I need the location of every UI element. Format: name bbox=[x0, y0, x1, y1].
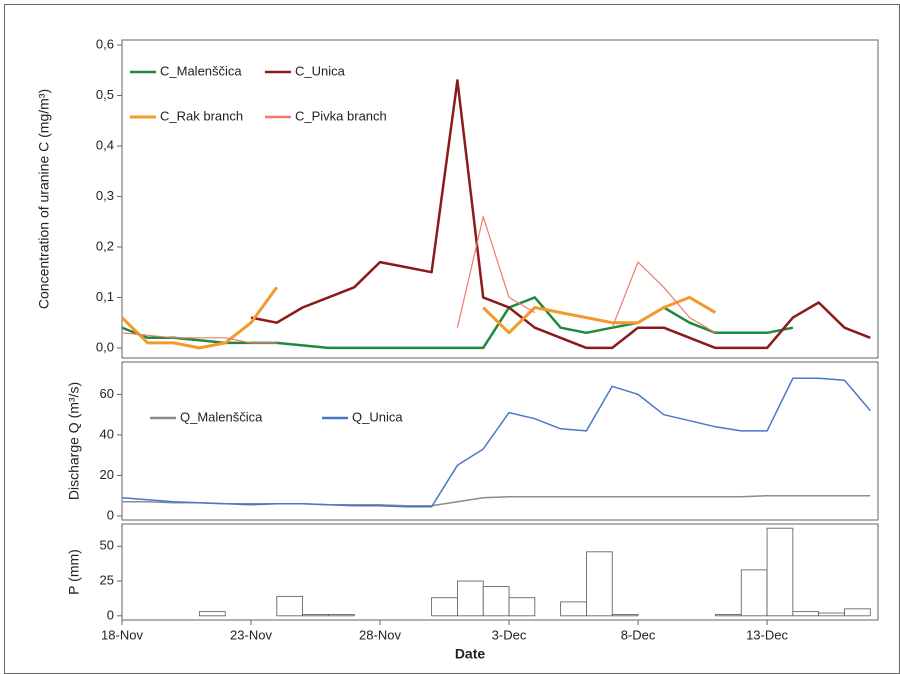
legend-label: C_Unica bbox=[295, 63, 346, 78]
y-axis-label: Discharge Q (m³/s) bbox=[66, 382, 82, 500]
x-tick-label: 18-Nov bbox=[101, 627, 143, 642]
y-tick-label: 60 bbox=[100, 386, 114, 401]
bar bbox=[457, 580, 484, 617]
bar bbox=[792, 611, 820, 617]
legend-label: C_Malenščica bbox=[160, 63, 242, 78]
bar bbox=[611, 614, 639, 617]
y-tick-label: 20 bbox=[100, 467, 114, 482]
series-line bbox=[122, 494, 871, 507]
bar bbox=[560, 601, 587, 617]
y-tick-label: 0,5 bbox=[96, 87, 114, 102]
x-axis-label: Date bbox=[455, 646, 486, 662]
legend-label: C_Pivka branch bbox=[295, 108, 387, 123]
y-tick-label: 0,4 bbox=[96, 137, 114, 152]
bar bbox=[276, 595, 304, 617]
series-line bbox=[120, 286, 717, 350]
bar bbox=[740, 569, 768, 617]
bar bbox=[586, 551, 613, 617]
series-line bbox=[121, 296, 794, 350]
y-axis-label: P (mm) bbox=[66, 549, 82, 595]
y-tick-label: 0 bbox=[107, 507, 114, 522]
x-tick-label: 8-Dec bbox=[621, 627, 656, 642]
series-line bbox=[121, 216, 716, 344]
y-tick-label: 25 bbox=[100, 572, 114, 587]
y-tick-label: 0,6 bbox=[96, 36, 114, 51]
legend-label: Q_Malenščica bbox=[180, 409, 263, 424]
bar bbox=[715, 614, 742, 617]
legend-label: C_Rak branch bbox=[160, 108, 243, 123]
bar bbox=[508, 597, 536, 617]
bar bbox=[302, 614, 329, 617]
panel-frame bbox=[121, 523, 879, 621]
x-tick-label: 13-Dec bbox=[746, 627, 788, 642]
bar bbox=[844, 608, 871, 617]
bar bbox=[766, 527, 794, 617]
y-tick-label: 0,0 bbox=[96, 339, 114, 354]
x-tick-label: 3-Dec bbox=[492, 627, 527, 642]
y-tick-label: 0,3 bbox=[96, 188, 114, 203]
y-tick-label: 0,1 bbox=[96, 289, 114, 304]
y-tick-label: 50 bbox=[100, 538, 114, 553]
x-tick-label: 23-Nov bbox=[230, 627, 272, 642]
bar bbox=[431, 597, 458, 617]
y-tick-label: 0,2 bbox=[96, 238, 114, 253]
series-line bbox=[250, 79, 871, 350]
bar bbox=[328, 614, 355, 617]
bar bbox=[482, 586, 510, 617]
panel-frame bbox=[121, 39, 879, 359]
y-axis-label: Concentration of uranine C (mg/m³) bbox=[36, 89, 52, 309]
legend-label: Q_Unica bbox=[352, 409, 403, 424]
y-tick-label: 0 bbox=[107, 607, 114, 622]
bar bbox=[818, 612, 845, 617]
x-tick-label: 28-Nov bbox=[359, 627, 401, 642]
series-line bbox=[121, 377, 871, 508]
bar bbox=[199, 611, 226, 617]
y-tick-label: 40 bbox=[100, 426, 114, 441]
panel-frame bbox=[121, 361, 879, 521]
